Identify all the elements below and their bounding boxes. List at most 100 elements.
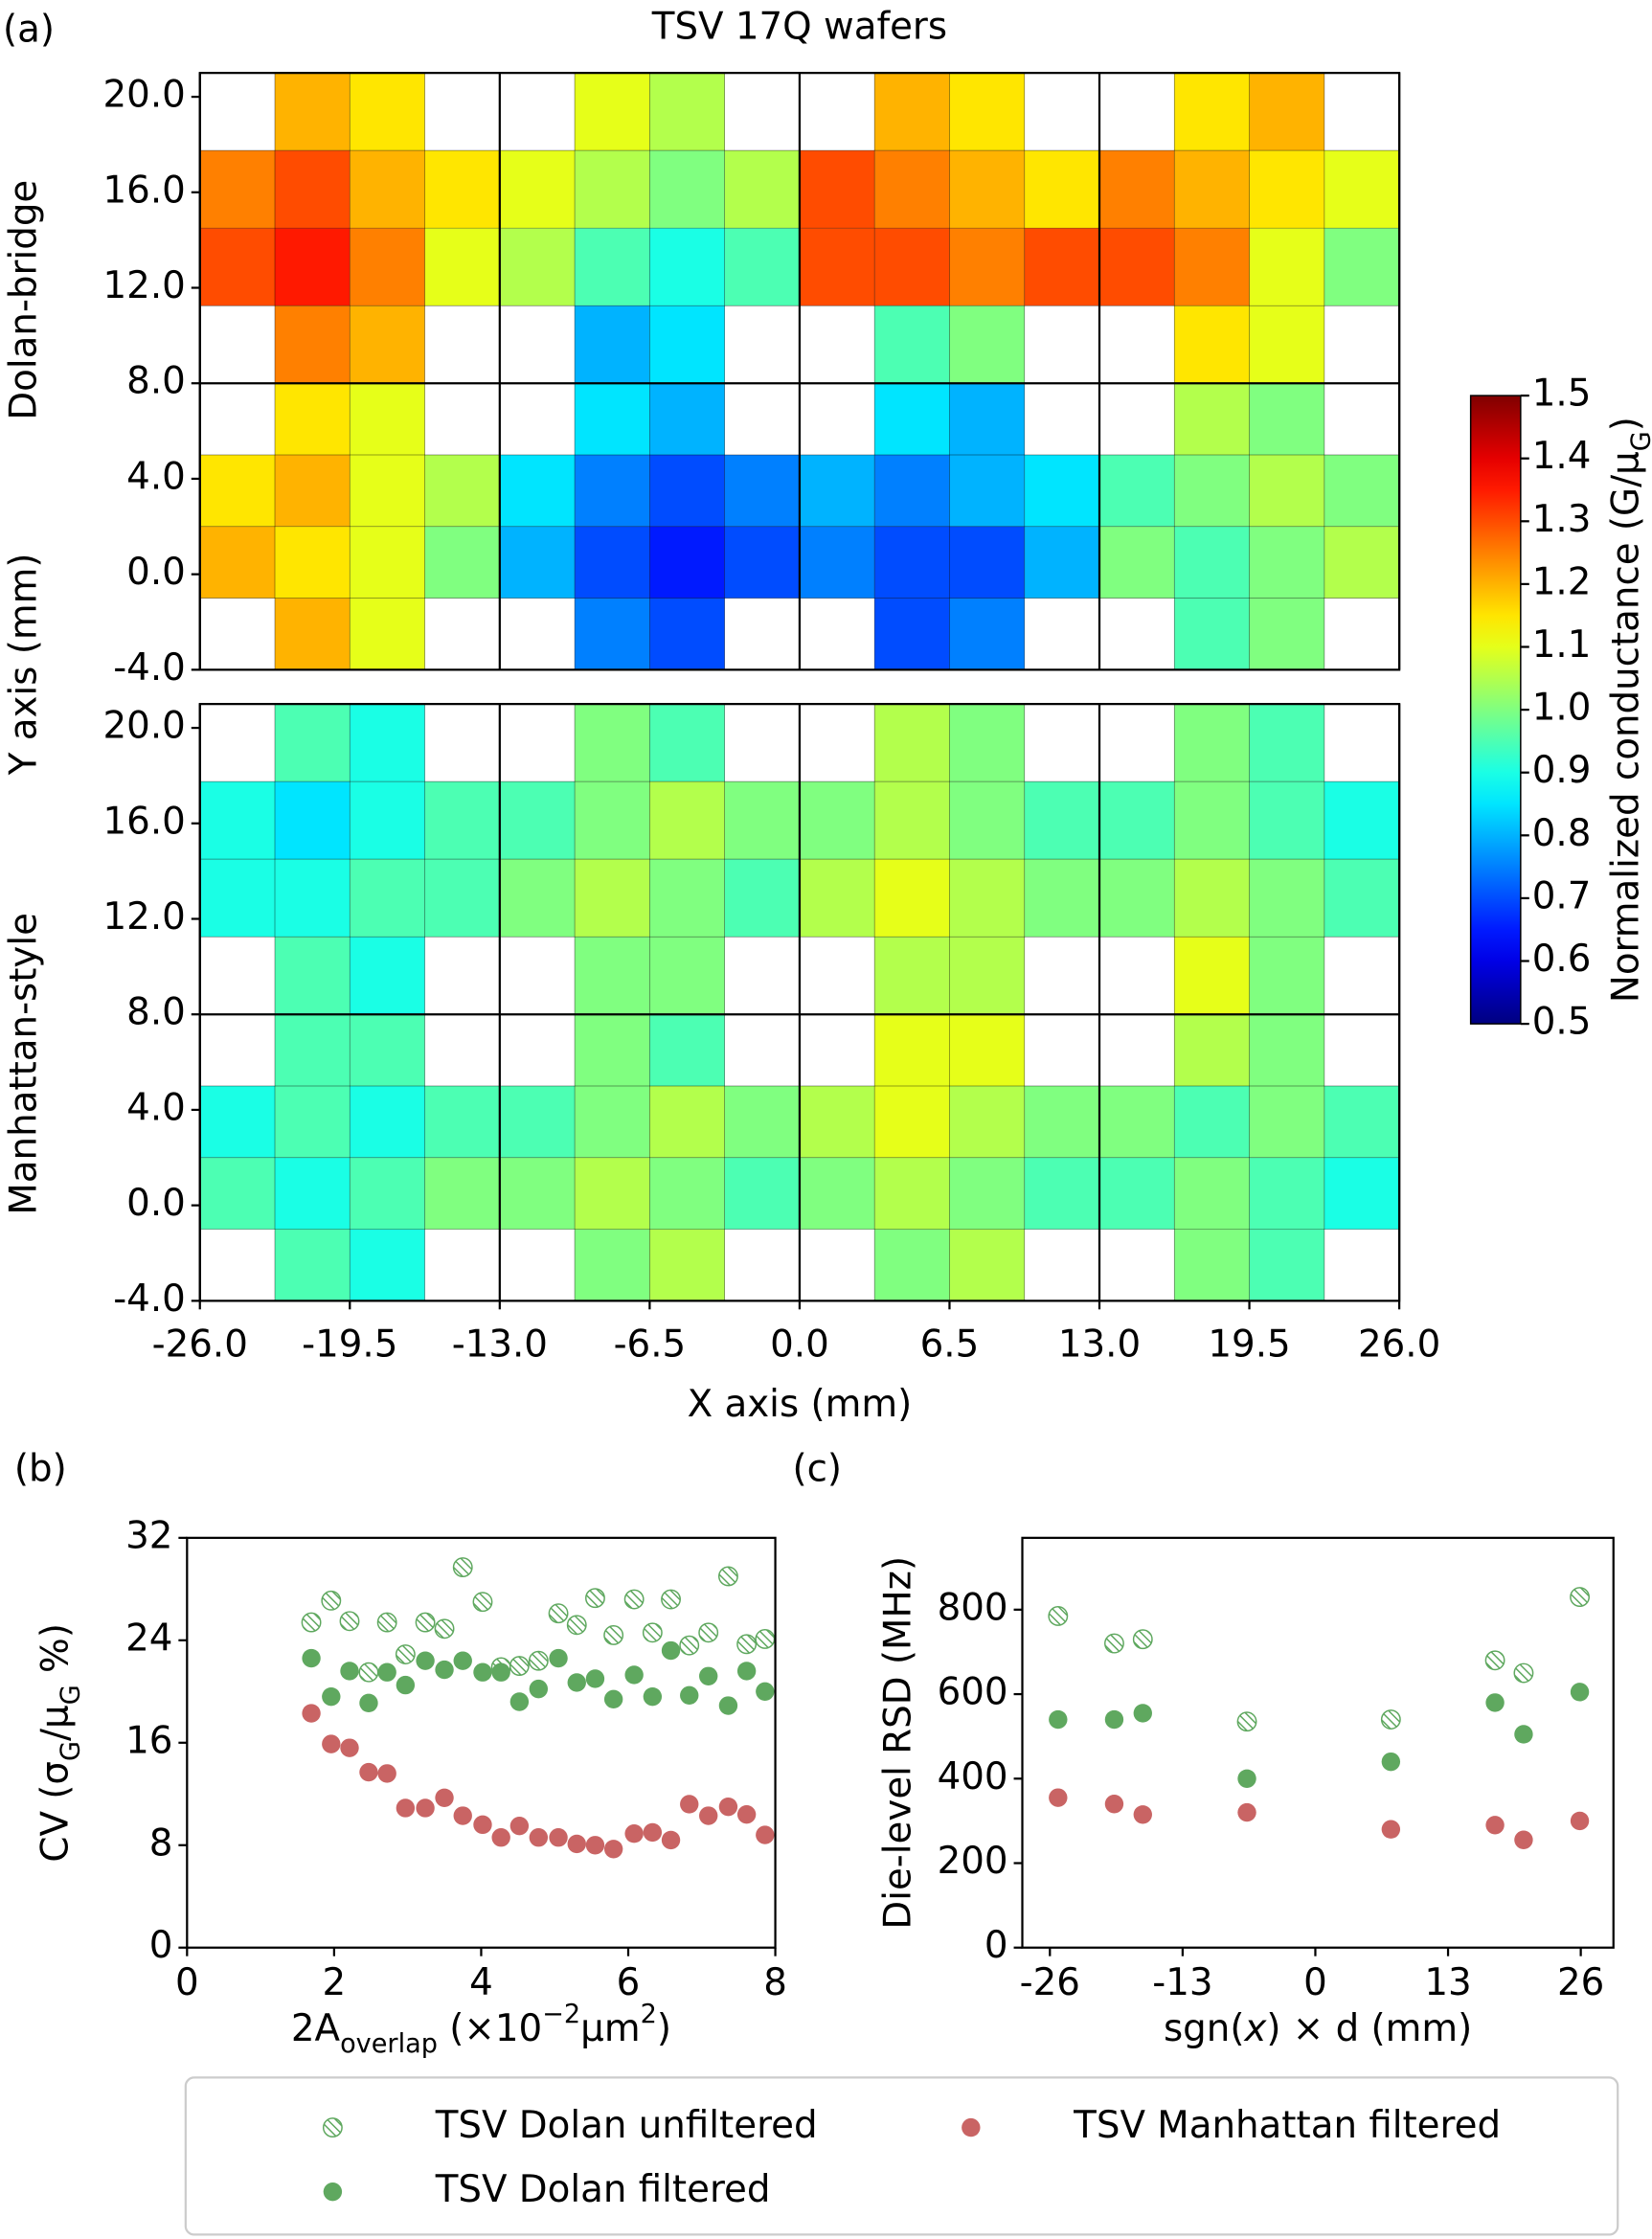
heat-cell [724,150,800,229]
legend-label: TSV Dolan unfiltered [435,2104,818,2147]
heat-cell [874,150,950,229]
point [1570,1683,1590,1702]
colorbar-tick-label: 1.1 [1532,623,1592,667]
heat-cell [949,455,1025,527]
point [395,1644,416,1664]
point [415,1612,436,1633]
point [642,1622,663,1643]
point [453,1651,472,1670]
point [549,1828,568,1847]
colorbar-tick-label: 0.7 [1532,874,1592,917]
heat-cell [874,455,950,527]
heat-cell [649,1085,725,1158]
heat-cell [649,937,725,1015]
heat-cell [350,859,425,938]
heat-cell [874,1014,950,1086]
point [435,1660,454,1680]
point [624,1824,644,1843]
point [377,1764,396,1783]
point [435,1788,454,1807]
heat-cell [949,859,1025,938]
heat-cell [1099,781,1175,860]
colorbar-tick-label: 1.4 [1532,435,1592,478]
x-tick-label: 6 [617,1961,641,2004]
heat-cell [424,228,500,306]
point [567,1673,586,1692]
heat-cell [1024,781,1100,860]
heat-cell [1249,781,1324,860]
colorbar-tick-label: 0.5 [1532,1001,1592,1044]
point [528,1650,549,1671]
label-part: ) [1604,417,1647,431]
x-tick-label: 19.5 [1208,1323,1290,1367]
point [416,1651,435,1670]
point [472,1592,493,1613]
heat-cell [874,598,950,670]
label-part: Die-level RSD (MHz) [876,1556,919,1930]
heat-cell [1174,73,1250,151]
heat-cell [199,1157,276,1230]
point [322,1686,341,1707]
point [376,1612,397,1633]
point [509,1817,530,1836]
label-part: sgn( [1164,2007,1244,2050]
y-axis-label: CV (σG/μG %) [34,1623,86,1863]
heat-cell [649,455,725,527]
x-tick-label: -26 [1020,1961,1080,2004]
heat-cell [874,781,950,860]
heat-cell [499,1157,576,1230]
point [359,1762,378,1782]
heat-cell [649,859,725,938]
heat-cell [949,383,1025,456]
point [623,1589,645,1610]
label-part: −2 [542,2000,580,2029]
colorbar-tick-label: 0.9 [1532,749,1592,792]
point [509,1692,530,1711]
heat-cell [799,228,875,306]
heat-cell [649,526,725,599]
heat-cell [499,455,576,527]
heat-cell [350,1229,425,1301]
heat-cell [275,937,351,1015]
label-part: x [1243,2007,1267,2050]
heat-cell [1249,1014,1324,1086]
heat-cell [1099,859,1175,938]
point [755,1629,776,1649]
x-tick-label: 8 [763,1961,787,2004]
heat-cell [575,526,650,599]
heat-cell [874,704,950,782]
point [1104,1795,1124,1814]
heat-cell [724,455,800,527]
heat-cell [949,1229,1025,1301]
heat-cell [199,228,276,306]
label-part: ) [657,2007,671,2050]
heat-cell [499,526,576,599]
y-axis-label: Die-level RSD (MHz) [876,1556,919,1930]
heat-cell [575,781,650,860]
heat-cell [275,526,351,599]
y-tick-label: 12.0 [103,264,186,307]
heat-cell [724,1157,800,1230]
heat-cell [724,859,800,938]
point [1380,1709,1401,1730]
heat-cell [1174,1157,1250,1230]
x-tick-label: 13.0 [1058,1323,1141,1367]
heat-cell [350,937,425,1015]
heat-cell [575,383,650,456]
heat-cell [424,781,500,860]
heat-cell [275,1085,351,1158]
heat-cell [575,598,650,670]
heat-cell [1324,455,1400,527]
x-tick-label: 13 [1424,1961,1471,2004]
legend-label: TSV Manhattan filtered [1073,2104,1501,2147]
heat-cell [649,73,725,151]
panel-label: (b) [14,1447,67,1490]
heat-cell [275,228,351,306]
heat-cell [1249,1085,1324,1158]
heat-cell [649,781,725,860]
heat-cell [275,1157,351,1230]
heat-cell [1099,1157,1175,1230]
point [1048,1606,1069,1626]
axes-frame [1021,1536,1615,1949]
legend-marker [322,2117,343,2138]
